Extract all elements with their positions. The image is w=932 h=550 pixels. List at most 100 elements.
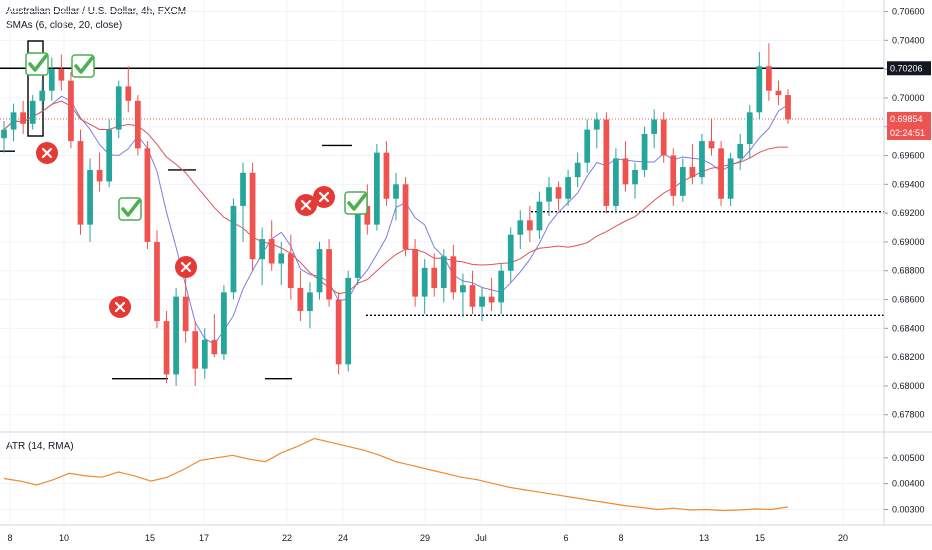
candle-body — [651, 119, 658, 134]
candle-body — [479, 296, 485, 307]
y-tick-label: 0.68600 — [892, 295, 925, 305]
candle-body — [488, 296, 495, 303]
candle-body — [163, 321, 170, 375]
candle-body — [679, 167, 686, 196]
level-lines — [0, 40, 884, 380]
candle-body — [144, 148, 151, 242]
y-tick-label: 0.69200 — [892, 208, 925, 218]
x-tick-label: 17 — [199, 533, 209, 543]
candle-body — [77, 141, 84, 225]
candle-body — [632, 169, 638, 185]
candle-body — [746, 112, 753, 144]
candle-body — [584, 129, 591, 163]
signal-markers — [25, 52, 368, 318]
atr-pane — [3, 437, 789, 512]
x-tick-label: 13 — [699, 533, 709, 543]
candle-body — [699, 141, 705, 178]
atr-line — [3, 437, 789, 512]
candle-body — [354, 205, 361, 278]
grid-lines — [0, 0, 884, 525]
candle-body — [39, 90, 46, 101]
candle-body — [240, 172, 246, 206]
candle-body — [230, 205, 237, 293]
candle-body — [278, 253, 285, 264]
x-tick-label: 8 — [618, 533, 623, 543]
cross-icon — [109, 296, 131, 318]
candle-body — [727, 158, 734, 199]
x-tick-label: 10 — [59, 533, 69, 543]
candle-body — [613, 158, 619, 206]
candle-body — [402, 184, 409, 250]
y-tick-label: 0.68200 — [892, 352, 925, 362]
svg-text:0.70206: 0.70206 — [890, 63, 923, 73]
candle-body — [96, 169, 103, 182]
x-tick-label: 6 — [563, 533, 568, 543]
atr-tick-label: 0.00500 — [892, 453, 925, 463]
candle-body — [517, 220, 524, 235]
candles — [1, 43, 791, 386]
candle-body — [431, 267, 438, 288]
candle-body — [660, 119, 667, 156]
candle-body — [440, 256, 447, 288]
candle-body — [58, 69, 65, 81]
candle-body — [498, 270, 505, 303]
candle-body — [335, 299, 342, 365]
candle-body — [766, 66, 772, 91]
candle-body — [450, 256, 457, 293]
candle-body — [641, 133, 648, 170]
candle-body — [192, 331, 199, 369]
countdown-badge: 02:24:51 — [887, 125, 931, 140]
x-tick-label: 8 — [7, 533, 12, 543]
atr-tick-label: 0.00300 — [892, 505, 925, 515]
candle-body — [507, 234, 514, 271]
candle-body — [249, 172, 256, 260]
x-tick-label: 20 — [838, 533, 848, 543]
candle-body — [374, 152, 380, 225]
candle-body — [412, 249, 418, 297]
check-icon — [344, 191, 368, 215]
highlight-box — [27, 40, 44, 137]
y-tick-label: 0.70000 — [892, 93, 925, 103]
candle-body — [670, 155, 677, 196]
candle-body — [326, 249, 332, 300]
last-price-badge: 0.69854 — [887, 111, 931, 126]
candle-body — [134, 100, 141, 149]
candle-body — [565, 177, 571, 199]
resistance-price-badge: 0.70206 — [887, 61, 931, 76]
y-tick-label: 0.68400 — [892, 323, 925, 333]
candle-body — [603, 119, 610, 206]
candle-body — [718, 148, 724, 199]
candle-body — [307, 292, 313, 312]
candle-body — [708, 141, 715, 149]
svg-text:0.69854: 0.69854 — [890, 114, 923, 124]
candle-body — [593, 119, 600, 130]
candle-body — [182, 296, 189, 332]
candle-body — [775, 90, 782, 96]
candle-body — [526, 220, 533, 231]
y-tick-label: 0.69400 — [892, 179, 925, 189]
candle-body — [555, 187, 562, 199]
candle-body — [1, 129, 7, 139]
candle-body — [536, 201, 543, 231]
candle-body — [10, 112, 17, 130]
candle-body — [460, 285, 466, 293]
y-tick-label: 0.68800 — [892, 266, 925, 276]
y-tick-label: 0.69600 — [892, 151, 925, 161]
x-tick-label: 15 — [755, 533, 765, 543]
candle-body — [689, 167, 696, 178]
candle-body — [622, 158, 629, 185]
cross-icon — [295, 194, 317, 216]
candle-body — [546, 187, 552, 202]
candle-body — [154, 241, 160, 322]
candle-body — [20, 112, 26, 124]
y-tick-label: 0.70600 — [892, 7, 925, 17]
candle-body — [68, 80, 74, 142]
sma-slow-line — [3, 100, 788, 295]
x-tick-label: 24 — [338, 533, 348, 543]
y-tick-label: 0.68000 — [892, 381, 925, 391]
candle-body — [125, 86, 132, 101]
candle-body — [383, 152, 390, 199]
candle-body — [287, 253, 294, 288]
